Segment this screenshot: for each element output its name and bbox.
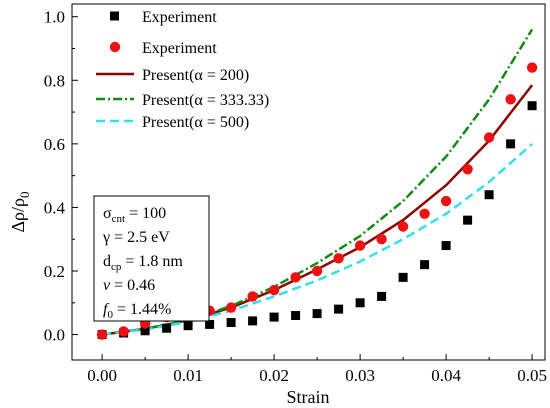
parameter-box: σcnt = 100 γ = 2.5 eV dcp = 1.8 nm ν = 0… <box>93 195 210 322</box>
data-point-square <box>162 323 172 333</box>
param-dcp: dcp = 1.8 nm <box>103 253 183 273</box>
series-line-dashed <box>101 142 533 336</box>
data-point-circle <box>96 329 108 340</box>
legend: Experiment Experiment Present(α = 200) P… <box>91 8 281 135</box>
x-tick-label: 0.03 <box>345 366 375 385</box>
data-point-circle <box>526 62 538 73</box>
data-point-square <box>205 319 215 329</box>
y-tick-label: 0.4 <box>44 198 66 217</box>
x-tick-label: 0.05 <box>517 366 547 385</box>
data-point-circle <box>225 302 237 313</box>
param-dcp-value: 1.8 nm <box>138 253 183 270</box>
data-point-circle <box>268 284 280 296</box>
data-point-circle <box>290 272 301 283</box>
data-point-circle <box>462 164 473 175</box>
y-tick-label: 0.8 <box>44 71 65 90</box>
param-sigma-cnt-value: 100 <box>142 205 166 222</box>
data-point-square <box>248 316 258 326</box>
data-point-circle <box>333 253 344 264</box>
data-point-circle <box>419 208 430 219</box>
data-point-circle <box>376 234 387 245</box>
data-point-square <box>334 304 344 314</box>
x-tick-label: 0.00 <box>87 366 117 385</box>
y-axis-title: Δρ/ρ0 <box>8 191 32 232</box>
data-point-circle <box>397 221 409 232</box>
data-point-square <box>506 139 516 149</box>
param-nu-value: 0.46 <box>127 277 155 294</box>
data-point-square <box>377 291 387 301</box>
data-point-square <box>355 298 365 308</box>
param-f0: f0 = 1.44% <box>103 301 171 321</box>
param-gamma-value: 2.5 eV <box>127 229 170 246</box>
parameter-box-frame <box>93 195 210 322</box>
y-axis-title-subscript: 0 <box>17 191 32 198</box>
plot-frame <box>71 3 546 361</box>
param-nu: ν = 0.46 <box>103 277 155 294</box>
axes: 0.00 0.01 0.02 0.03 0.04 0.05 0.0 0.2 0.4 0.6 0.8 1… <box>44 3 547 385</box>
data-point-square <box>484 190 494 200</box>
data-point-circle <box>311 265 323 277</box>
legend-label-alpha-500: Present(α = 500) <box>142 114 249 131</box>
legend-label-alpha-333: Present(α = 333.33) <box>142 92 269 109</box>
data-point-circle <box>247 291 258 302</box>
data-point-circle <box>483 132 495 143</box>
data-point-square <box>527 101 537 111</box>
legend-marker-experiment-square <box>110 11 119 21</box>
data-point-square <box>420 260 430 270</box>
data-point-square <box>226 317 236 327</box>
x-tick-label: 0.04 <box>431 366 461 385</box>
data-point-square <box>398 272 408 282</box>
y-tick-label: 1.0 <box>44 8 65 27</box>
x-tick-label: 0.02 <box>259 366 289 385</box>
x-axis-title: Strain <box>287 387 330 407</box>
legend-label-experiment-1: Experiment <box>142 9 217 26</box>
x-tick-label: 0.01 <box>173 366 203 385</box>
y-tick-label: 0.2 <box>44 262 65 281</box>
data-point-circle <box>118 326 129 337</box>
y-tick-label: 0.6 <box>44 135 65 154</box>
legend-frame <box>91 8 281 135</box>
data-point-square <box>140 326 150 336</box>
legend-marker-experiment-circle <box>109 41 121 53</box>
data-point-square <box>291 311 301 320</box>
data-point-circle <box>505 94 516 105</box>
data-point-square <box>463 215 473 225</box>
y-axis-title-main: Δρ/ρ <box>8 198 28 233</box>
data-point-square <box>183 321 193 331</box>
legend-label-experiment-2: Experiment <box>142 40 217 57</box>
data-point-circle <box>440 195 452 207</box>
data-point-circle <box>354 240 366 251</box>
legend-label-alpha-200: Present(α = 200) <box>142 67 249 84</box>
param-f0-value: 1.44% <box>130 301 171 318</box>
param-gamma: γ = 2.5 eV <box>102 229 170 246</box>
y-tick-label: 0.0 <box>44 326 65 345</box>
data-point-square <box>269 312 279 322</box>
data-point-square <box>312 309 322 319</box>
data-point-square <box>441 241 451 251</box>
